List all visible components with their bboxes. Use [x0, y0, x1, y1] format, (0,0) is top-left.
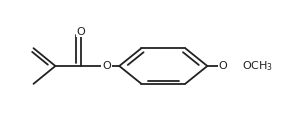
Text: O: O	[77, 27, 85, 37]
Text: O: O	[219, 61, 227, 71]
Text: O: O	[102, 61, 111, 71]
Text: OCH$_3$: OCH$_3$	[242, 59, 273, 73]
